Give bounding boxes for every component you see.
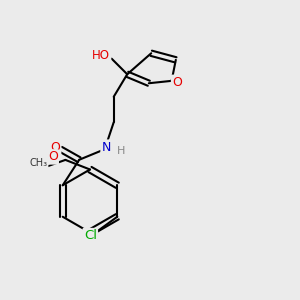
Text: H: H	[117, 146, 125, 156]
Text: O: O	[48, 150, 58, 164]
Text: O: O	[172, 76, 182, 89]
Text: Cl: Cl	[84, 229, 97, 242]
Text: CH₃: CH₃	[29, 158, 47, 169]
Text: O: O	[50, 141, 60, 154]
Text: HO: HO	[92, 49, 110, 62]
Text: N: N	[101, 141, 111, 154]
